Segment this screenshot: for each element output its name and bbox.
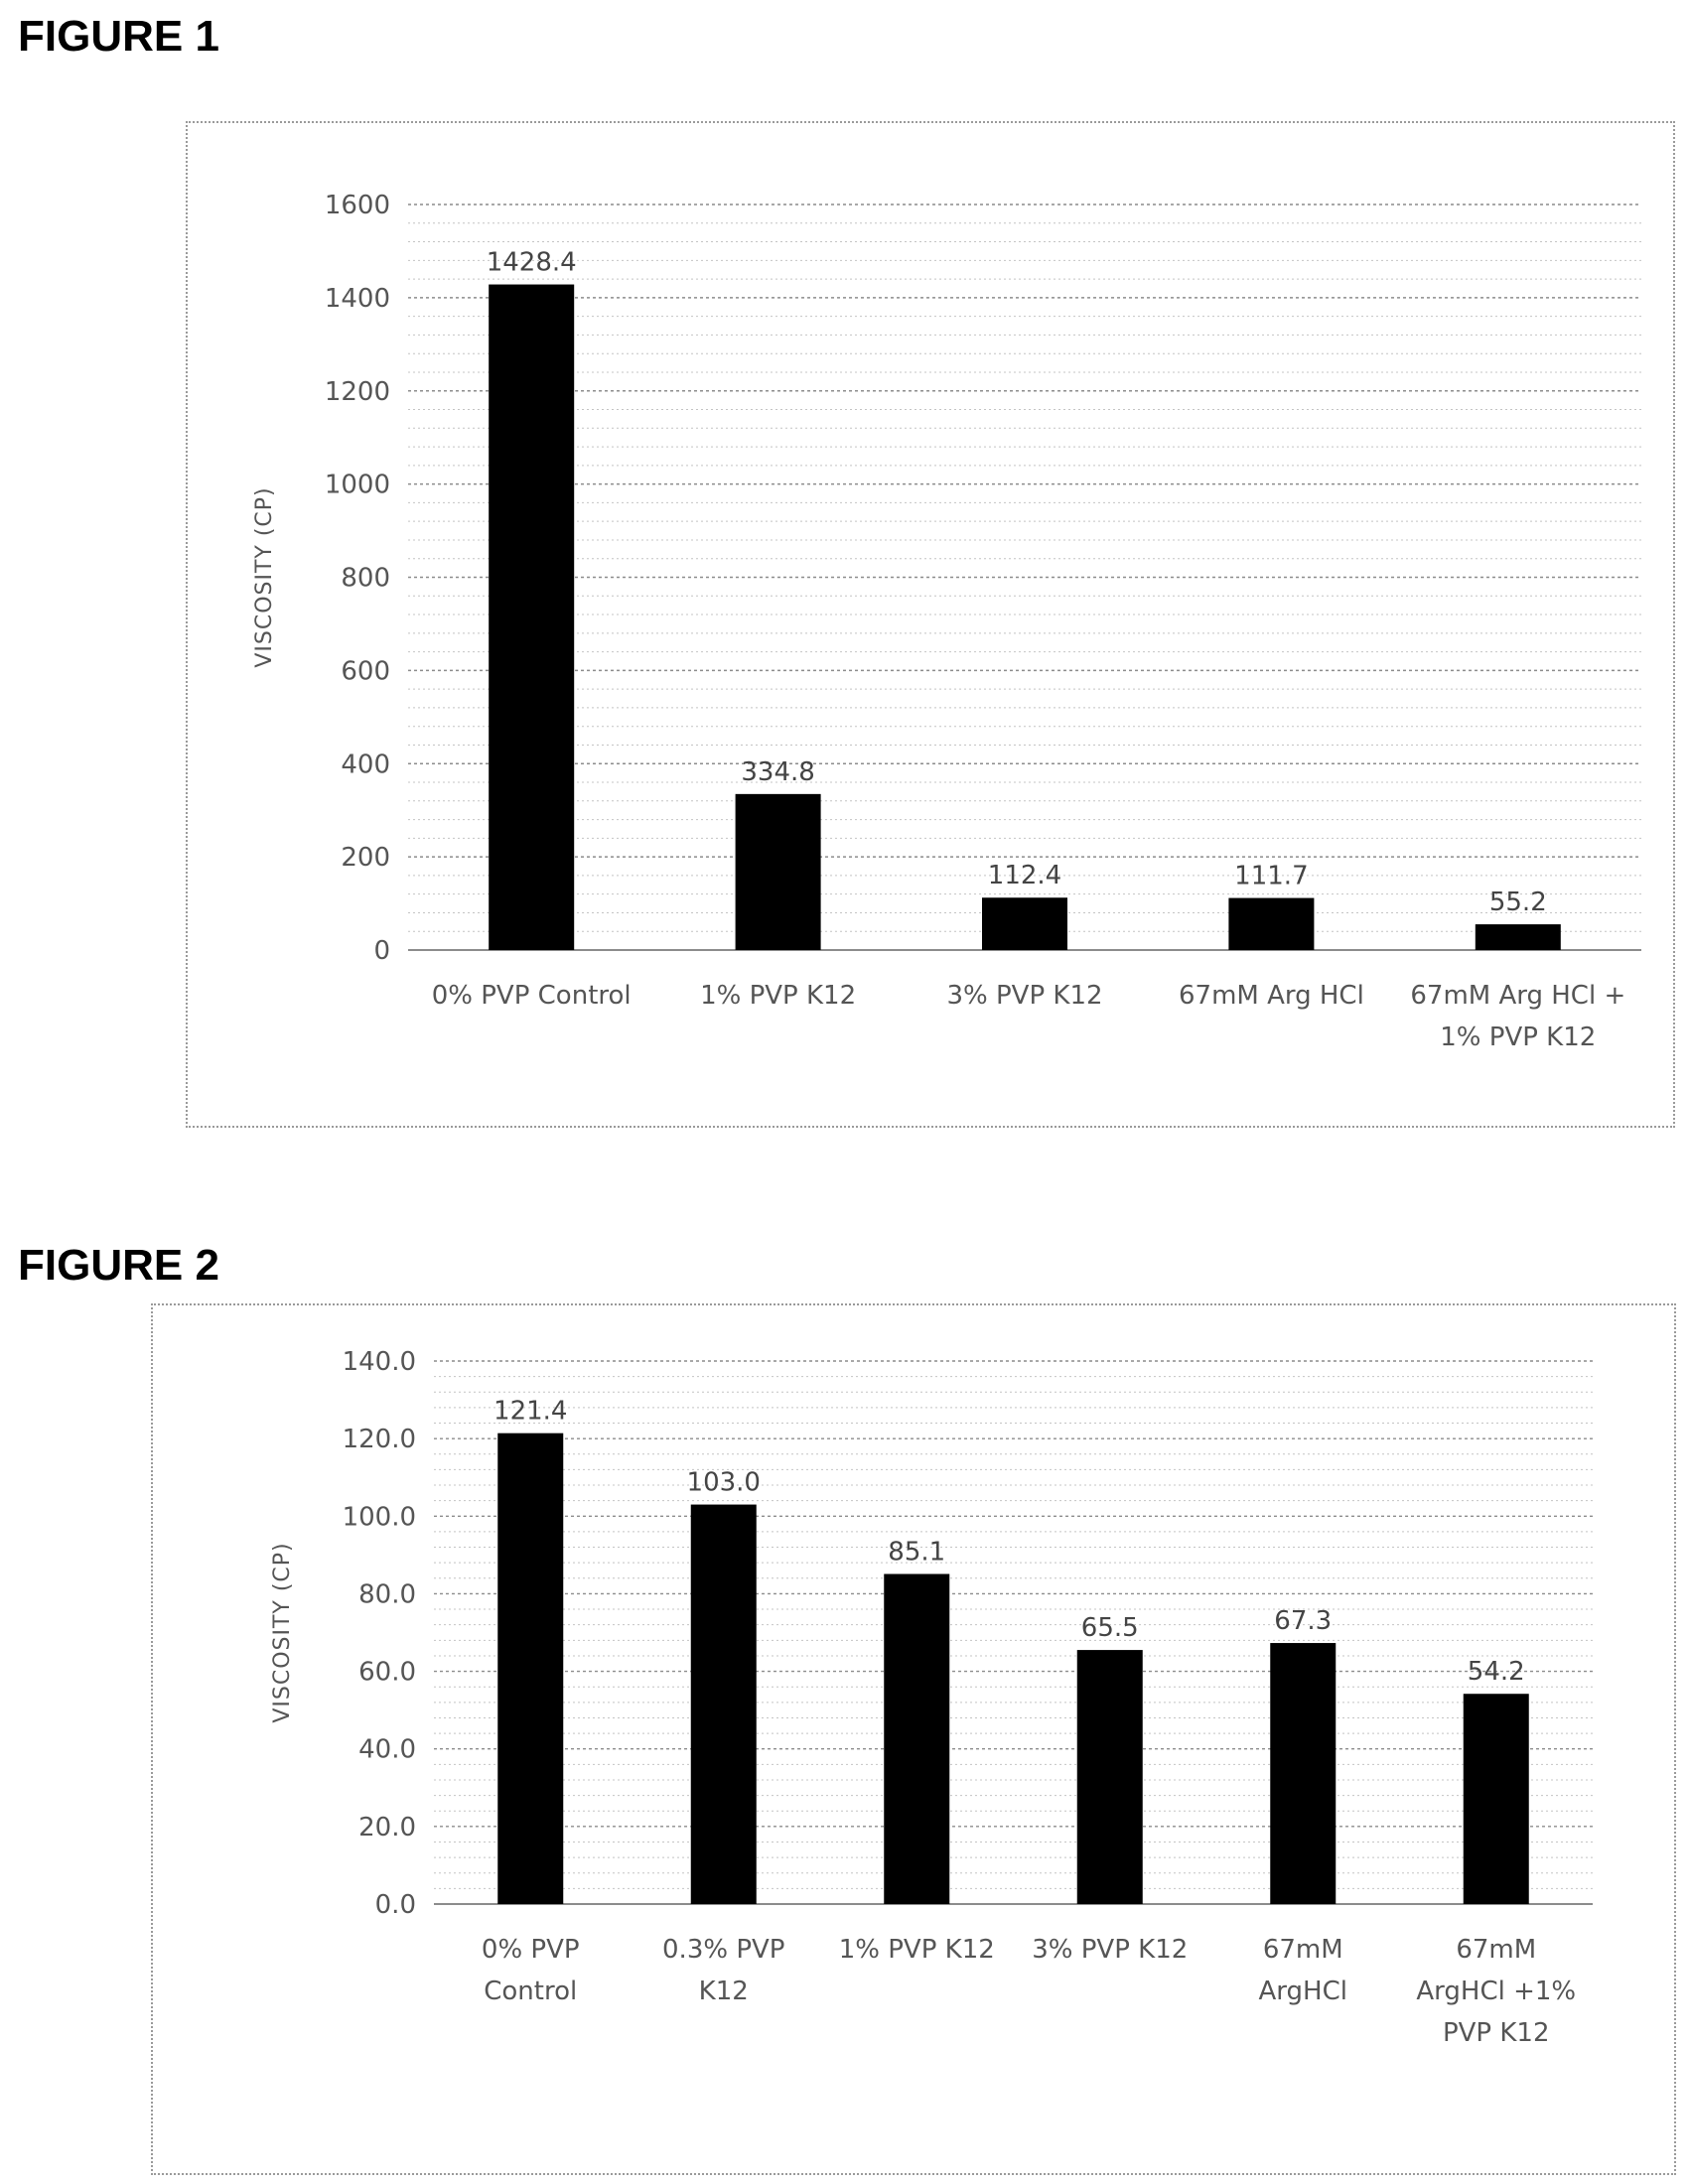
figure-1-label: FIGURE 1 — [18, 12, 219, 61]
figure-1-y-tick-label: 200 — [341, 843, 390, 873]
figure-1-y-tick-label: 400 — [341, 750, 390, 779]
figure-2-bar-value-label: 85.1 — [888, 1538, 945, 1568]
figure-1-y-tick-label: 0 — [373, 936, 390, 966]
figure-2-category-label: 0% PVP — [482, 1935, 580, 1965]
figure-1-y-tick-label: 1000 — [325, 471, 390, 500]
figure-2-category-label: 67mM — [1263, 1935, 1343, 1965]
figure-2-category-label: 3% PVP K12 — [1032, 1935, 1188, 1965]
figure-2-y-tick-label: 20.0 — [358, 1813, 416, 1843]
figure-2-y-tick-label: 100.0 — [343, 1502, 416, 1532]
figure-1-bar-value-label: 112.4 — [988, 861, 1061, 890]
figure-2-y-axis-title: VISCOSITY (CP) — [270, 1542, 295, 1722]
figure-2-y-tick-label: 80.0 — [358, 1579, 416, 1609]
figure-1-bar — [1475, 924, 1561, 950]
figure-2-bar — [884, 1573, 950, 1904]
figure-2-bar-value-label: 54.2 — [1468, 1657, 1525, 1687]
figure-2-category-label: 0.3% PVP — [662, 1935, 784, 1965]
figure-1-y-tick-label: 1200 — [325, 377, 390, 407]
figure-1-y-tick-label: 1400 — [325, 284, 390, 314]
figure-1-chart: 0 200 400 600 800 1000 1200 1400 1600 VISCOSITY (… — [186, 121, 1675, 1128]
figure-2-bar-value-label: 103.0 — [687, 1468, 761, 1498]
figure-2-y-tick-label: 0.0 — [375, 1890, 416, 1920]
figure-1-plot: 0 200 400 600 800 1000 1200 1400 1600 VISCOSITY (… — [252, 191, 1641, 1052]
figure-1-category-label: 0% PVP Control — [432, 981, 632, 1011]
figure-1-bar-value-label: 334.8 — [741, 757, 814, 787]
figure-2-category-label: K12 — [699, 1977, 749, 2006]
figure-2-bar-value-label: 121.4 — [493, 1397, 567, 1427]
figure-2-category-label: Control — [484, 1977, 577, 2006]
figure-2-chart: 0.0 20.0 40.0 60.0 80.0 100.0 120.0 140.0 VISCOS… — [151, 1303, 1676, 2175]
figure-2-category-label: ArgHCl — [1259, 1977, 1347, 2006]
figure-2-y-tick-label: 60.0 — [358, 1658, 416, 1688]
figure-2-bar — [1463, 1694, 1529, 1904]
figure-2-y-tick-label: 120.0 — [343, 1425, 416, 1454]
figure-2-plot: 0.0 20.0 40.0 60.0 80.0 100.0 120.0 140.0 VISCOS… — [270, 1347, 1593, 2048]
figure-1-category-label: 3% PVP K12 — [946, 981, 1102, 1011]
figure-2-bar — [497, 1433, 564, 1904]
figure-1-bar — [982, 897, 1067, 950]
figure-2-category-label: ArgHCl +1% — [1416, 1977, 1576, 2006]
figure-1-y-axis-title: VISCOSITY (CP) — [252, 486, 277, 667]
figure-1-bar-value-label: 111.7 — [1234, 862, 1308, 891]
figure-1-y-tick-label: 1600 — [325, 191, 390, 220]
figure-2-label: FIGURE 2 — [18, 1241, 219, 1290]
figure-2-category-label: 67mM — [1456, 1935, 1536, 1965]
figure-2-category-label: PVP K12 — [1443, 2018, 1550, 2048]
figure-1-bar — [1228, 897, 1315, 950]
figure-1-category-label: 67mM Arg HCl — [1179, 981, 1364, 1011]
figure-2-y-tick-label: 40.0 — [358, 1735, 416, 1765]
figure-1-y-tick-label: 600 — [341, 656, 390, 686]
figure-2-bar — [690, 1504, 757, 1904]
figure-1-bar-value-label: 55.2 — [1489, 887, 1547, 917]
figure-2-bar — [1076, 1650, 1143, 1904]
figure-1-y-tick-label: 800 — [341, 564, 390, 594]
figure-2-bar — [1270, 1643, 1337, 1904]
figure-1-bar — [489, 284, 575, 950]
figure-1-bar — [735, 793, 821, 950]
figure-1-bar-value-label: 1428.4 — [487, 248, 577, 278]
figure-2-bar-value-label: 65.5 — [1081, 1613, 1139, 1643]
figure-1-category-label: 67mM Arg HCl + — [1410, 981, 1625, 1011]
figure-2-category-label: 1% PVP K12 — [839, 1935, 995, 1965]
figure-1-category-label: 1% PVP K12 — [1440, 1023, 1596, 1052]
figure-2-bar-value-label: 67.3 — [1274, 1606, 1332, 1636]
figure-1-category-label: 1% PVP K12 — [700, 981, 856, 1011]
figure-2-y-tick-label: 140.0 — [343, 1347, 416, 1377]
